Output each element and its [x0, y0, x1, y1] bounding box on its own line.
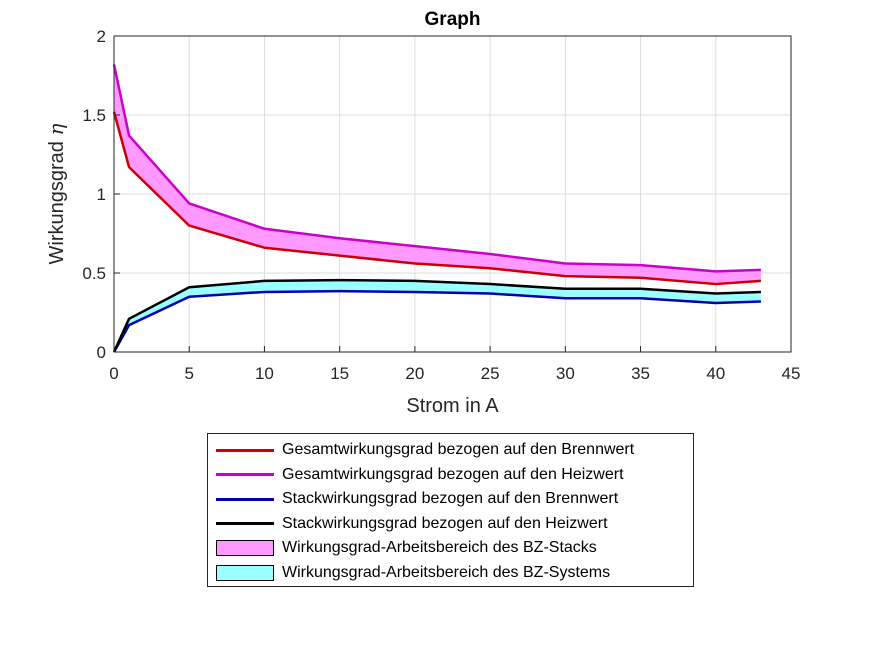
legend-item: Stackwirkungsgrad bezogen auf den Heizwe…: [208, 512, 608, 536]
x-tick-label: 20: [405, 364, 424, 383]
y-axis-label-text: Wirkungsgrad: [46, 141, 68, 264]
series-line-0: [112, 111, 761, 286]
legend-label: Gesamtwirkungsgrad bezogen auf den Heizw…: [282, 465, 624, 483]
x-tick-label: 25: [481, 364, 500, 383]
x-tick-label: 45: [782, 364, 801, 383]
y-tick-label: 0: [97, 343, 106, 362]
y-axis-label-symbol: η: [44, 124, 68, 136]
x-axis-label: Strom in A: [406, 395, 499, 417]
legend-line-swatch: [216, 497, 274, 501]
area-band-0: [114, 64, 761, 285]
legend-label: Stackwirkungsgrad bezogen auf den Brennw…: [282, 490, 619, 507]
series-line-1: [112, 64, 761, 273]
y-tick-label: 0.5: [82, 264, 106, 283]
grid: [113, 35, 792, 353]
y-tick-label: 2: [97, 27, 106, 46]
legend: Gesamtwirkungsgrad bezogen auf den Brenn…: [207, 433, 694, 587]
legend-item: Wirkungsgrad-Arbeitsbereich des BZ-Syste…: [208, 561, 610, 585]
series-line-2: [112, 289, 761, 353]
x-tick-label: 35: [631, 364, 650, 383]
y-axis-label: Wirkungsgrad η: [44, 124, 68, 265]
legend-item: Gesamtwirkungsgrad bezogen auf den Brenn…: [208, 438, 634, 462]
legend-label: Gesamtwirkungsgrad bezogen auf den Brenn…: [282, 441, 635, 458]
series-line-3: [112, 278, 761, 353]
legend-label: Stackwirkungsgrad bezogen auf den Heizwe…: [282, 514, 608, 532]
legend-line-swatch: [216, 522, 274, 525]
line-layer: [112, 64, 761, 353]
chart-title: Graph: [425, 9, 481, 30]
x-tick-label: 40: [706, 364, 725, 383]
x-tick-label: 30: [556, 364, 575, 383]
legend-line-swatch: [216, 473, 274, 476]
y-tick-label: 1.5: [82, 106, 106, 125]
legend-item: Wirkungsgrad-Arbeitsbereich des BZ-Stack…: [208, 536, 597, 560]
legend-line-swatch: [216, 448, 274, 452]
legend-label: Wirkungsgrad-Arbeitsbereich des BZ-Stack…: [282, 539, 597, 556]
legend-item: Stackwirkungsgrad bezogen auf den Brennw…: [208, 487, 618, 511]
legend-label: Wirkungsgrad-Arbeitsbereich des BZ-Syste…: [282, 563, 611, 581]
legend-area-swatch: [216, 564, 274, 581]
y-tick-label: 1: [97, 185, 106, 204]
tick-layer: 0 5 10 15 20 25 30 35 40 45 0 0.5 1 1.5 2: [82, 27, 800, 383]
legend-item: Gesamtwirkungsgrad bezogen auf den Heizw…: [208, 463, 624, 487]
x-tick-label: 5: [184, 364, 193, 383]
x-tick-label: 15: [330, 364, 349, 383]
area-layer: [114, 64, 761, 352]
x-tick-label: 10: [255, 364, 274, 383]
x-tick-label: 0: [109, 364, 118, 383]
legend-area-swatch: [216, 540, 274, 556]
